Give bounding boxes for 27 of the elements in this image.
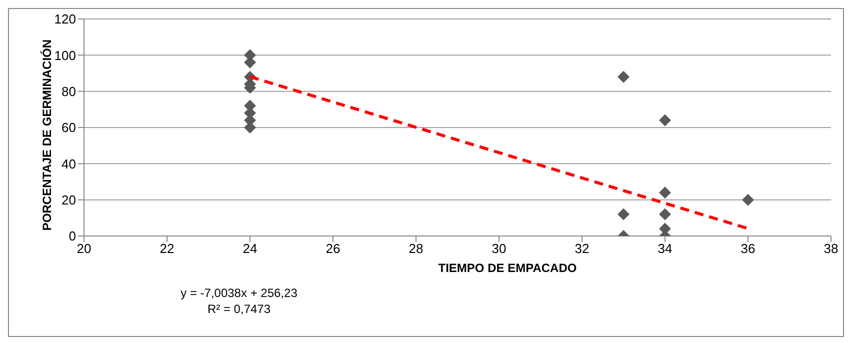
x-axis-title: TIEMPO DE EMPACADO [438, 261, 577, 275]
point [659, 208, 671, 220]
y-tick-label: 20 [62, 192, 76, 208]
x-tick-label: 38 [824, 241, 838, 256]
x-tick-label: 36 [740, 241, 756, 256]
x-tick-label: 30 [492, 241, 506, 256]
y-tick-label: 60 [62, 120, 76, 136]
point [742, 194, 754, 206]
x-tick-label: 34 [658, 241, 672, 256]
point [659, 114, 671, 126]
x-tick-label: 20 [76, 241, 92, 256]
text: R² = 0,7473 [206, 301, 272, 317]
x-tick-label: 22 [160, 241, 174, 256]
y-tick-label: 40 [62, 156, 76, 172]
x-tick-label: 24 [242, 241, 258, 256]
y-tick-label: 100 [54, 48, 76, 63]
y-axis-title: PORCENTAJE DE GERMINACIÓN [40, 39, 54, 231]
y-tick-label: 0 [68, 228, 76, 244]
text: y = -7,0038x + 256,23 [180, 285, 298, 301]
x-tick-label: 32 [574, 241, 590, 256]
x-tick-label: 26 [326, 241, 340, 256]
point [618, 208, 630, 220]
point [618, 70, 630, 83]
y-tick-label: 120 [54, 12, 76, 27]
point [659, 186, 671, 199]
y-tick-label: 80 [62, 84, 76, 99]
x-tick-label: 28 [408, 241, 424, 256]
